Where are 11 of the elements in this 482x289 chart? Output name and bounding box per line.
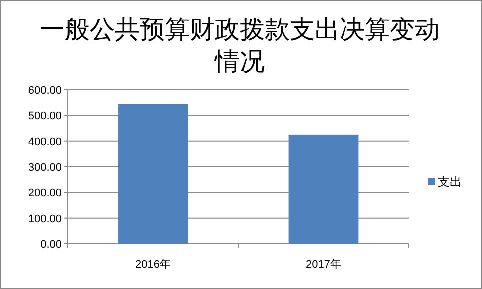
y-tick-label: 100.00 [28, 213, 62, 226]
y-tick-label: 600.00 [28, 85, 62, 97]
y-tick-label: 500.00 [28, 110, 62, 123]
y-tick-label: 300.00 [28, 162, 62, 174]
y-tick-label: 200.00 [28, 188, 62, 200]
y-tick-label: 0.00 [40, 239, 62, 251]
x-tick-label: 2017年 [306, 259, 342, 271]
title: 一般公共预算财政拨款支出决算变动情况 [40, 16, 440, 76]
y-tick-label: 400.00 [28, 136, 62, 148]
legend-label: 支出 [438, 175, 462, 189]
x-tick-label: 2016年 [136, 259, 171, 271]
